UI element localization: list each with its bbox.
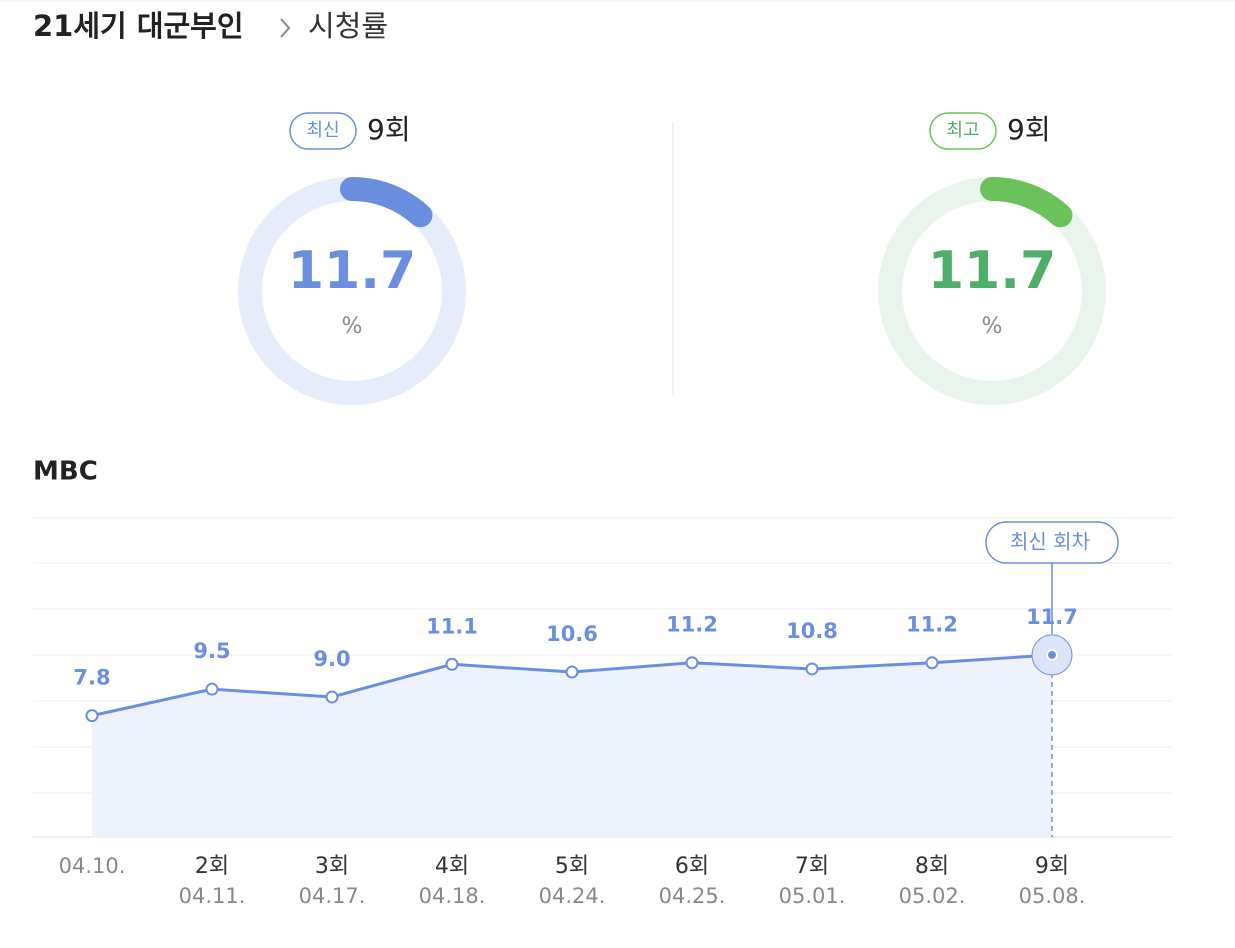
value-label: 9.5 bbox=[193, 639, 230, 663]
badge-label: 최신 bbox=[306, 120, 339, 141]
x-date: 05.02. bbox=[899, 884, 966, 908]
x-episode: 8회 bbox=[915, 854, 949, 879]
value-label: 10.8 bbox=[786, 619, 838, 643]
gauge-unit: % bbox=[342, 314, 363, 339]
x-date: 05.01. bbox=[779, 884, 846, 908]
x-episode: 9회 bbox=[1035, 854, 1069, 879]
page-subtitle: 시청률 bbox=[308, 9, 388, 43]
annotation-box bbox=[985, 521, 1119, 564]
gauge-unit: % bbox=[982, 314, 1003, 339]
page-title[interactable]: 21세기 대군부인 bbox=[33, 9, 244, 43]
x-episode: 4회 bbox=[435, 854, 469, 879]
value-label: 11.2 bbox=[666, 613, 718, 637]
x-date: 04.18. bbox=[419, 884, 486, 908]
value-label: 11.1 bbox=[426, 614, 478, 638]
episode: 9회 bbox=[1007, 113, 1051, 146]
x-episode: 6회 bbox=[675, 854, 709, 879]
gauge-value: 11.7 bbox=[928, 241, 1056, 301]
value-label: 9.0 bbox=[313, 647, 350, 671]
x-episode: 7회 bbox=[795, 854, 829, 879]
x-episode: 5회 bbox=[555, 854, 589, 879]
x-episode: 2회 bbox=[195, 854, 229, 879]
point bbox=[805, 662, 819, 676]
gauge-arc bbox=[340, 177, 433, 228]
value-label: 7.8 bbox=[73, 666, 110, 690]
value-label: 10.6 bbox=[546, 622, 598, 646]
x-date: 04.10. bbox=[59, 854, 126, 878]
gauge-value: 11.7 bbox=[288, 241, 416, 301]
badge bbox=[289, 112, 357, 150]
point bbox=[685, 656, 699, 670]
x-date: 04.25. bbox=[659, 884, 726, 908]
chart-title: MBC bbox=[33, 457, 98, 487]
point bbox=[85, 709, 99, 723]
x-date: 05.08. bbox=[1019, 884, 1086, 908]
x-date: 04.17. bbox=[299, 884, 366, 908]
point bbox=[1046, 648, 1058, 661]
badge-label: 최고 bbox=[946, 120, 979, 141]
x-episode: 3회 bbox=[315, 854, 349, 879]
point bbox=[325, 690, 339, 704]
chevron bbox=[280, 18, 291, 38]
point bbox=[565, 665, 579, 679]
point bbox=[445, 657, 459, 671]
area bbox=[92, 654, 1052, 837]
x-date: 04.11. bbox=[179, 884, 246, 908]
x-date: 04.24. bbox=[539, 884, 606, 908]
value-label: 11.2 bbox=[906, 613, 958, 637]
gauge-arc bbox=[980, 177, 1073, 228]
episode: 9회 bbox=[367, 113, 411, 146]
badge bbox=[929, 112, 997, 150]
point bbox=[925, 656, 939, 670]
point bbox=[205, 682, 219, 696]
annotation: 최신 회차 bbox=[1010, 530, 1090, 554]
